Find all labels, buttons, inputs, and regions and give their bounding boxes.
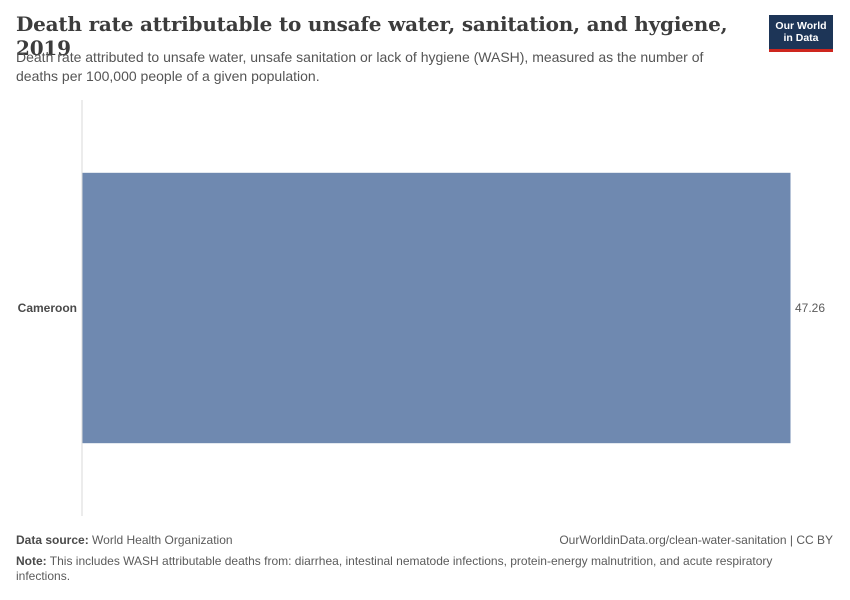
logo-line-1: Our World: [775, 20, 827, 32]
note-label: Note:: [16, 554, 47, 568]
logo-line-2: in Data: [783, 32, 819, 44]
chart-note: Note: This includes WASH attributable de…: [16, 554, 806, 584]
data-source: Data source: World Health Organization: [16, 533, 233, 547]
data-source-link[interactable]: World Health Organization: [92, 533, 233, 547]
category-label: Cameroon: [18, 301, 77, 315]
value-label: 47.26: [795, 301, 825, 315]
owid-source-link[interactable]: OurWorldinData.org/clean-water-sanitatio…: [559, 533, 833, 547]
owid-logo[interactable]: Our World in Data: [769, 15, 833, 52]
note-text: This includes WASH attributable deaths f…: [16, 554, 773, 583]
data-source-label: Data source:: [16, 533, 89, 547]
chart-title: Death rate attributable to unsafe water,…: [16, 12, 728, 60]
bar-cameroon[interactable]: [82, 172, 791, 444]
chart-subtitle: Death rate attributed to unsafe water, u…: [16, 49, 704, 84]
